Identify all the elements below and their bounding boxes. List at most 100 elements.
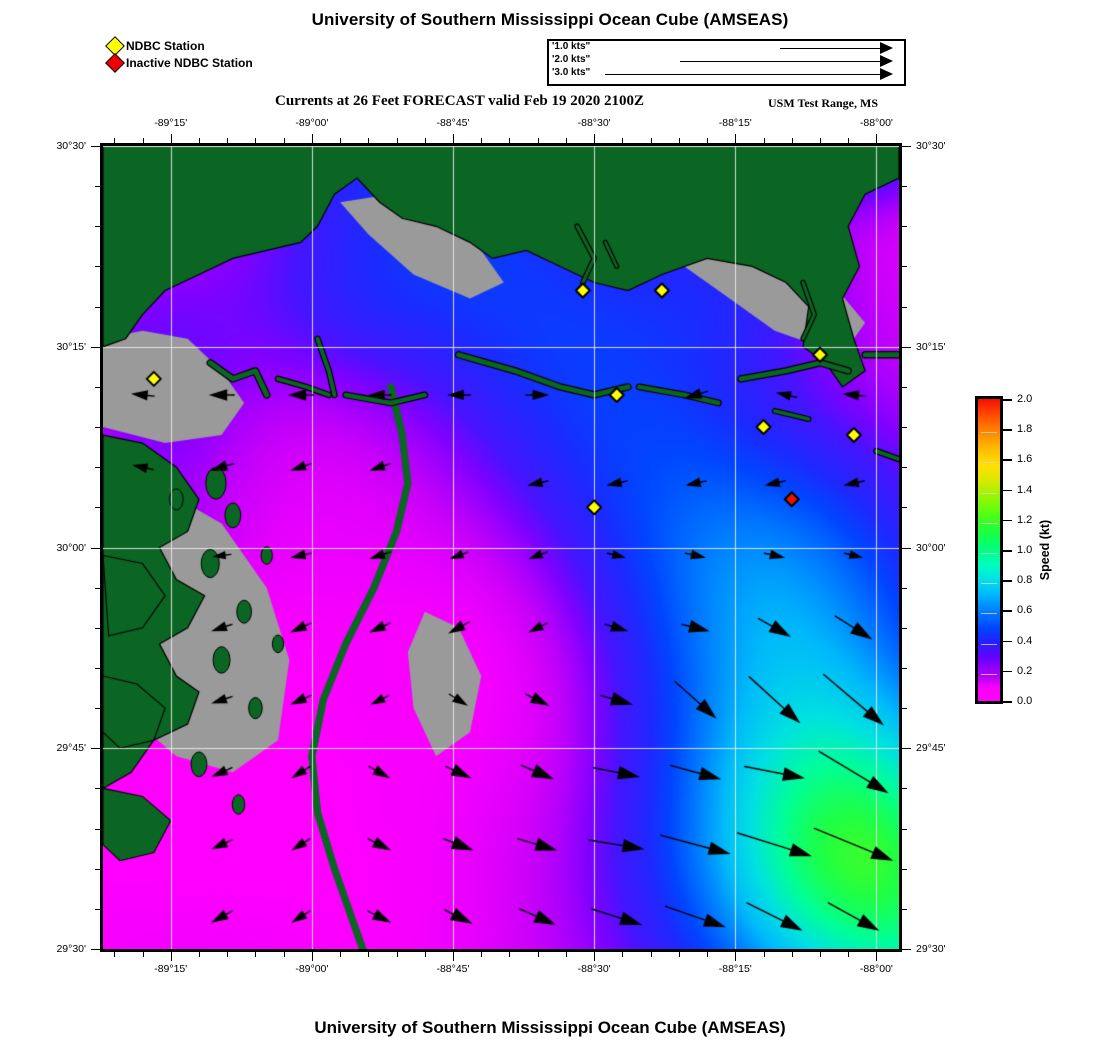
axis-tick-minor-y bbox=[902, 788, 907, 790]
axis-tick-major-x bbox=[453, 952, 454, 961]
colorbar-gridline bbox=[981, 673, 997, 675]
y-axis-label: 30°15' bbox=[916, 340, 946, 353]
vector-scale-shaft bbox=[780, 48, 880, 49]
axis-tick-minor-y bbox=[95, 627, 100, 629]
axis-tick-major-y bbox=[902, 748, 911, 750]
axis-tick-minor-x bbox=[114, 952, 116, 957]
colorbar-tick-label: 1.4 bbox=[1017, 483, 1033, 496]
axis-tick-minor-x bbox=[565, 138, 567, 143]
vector-scale-label: '2.0 kts" bbox=[552, 54, 591, 65]
region-label: USM Test Range, MS bbox=[768, 96, 879, 110]
y-axis-label: 29°45' bbox=[56, 742, 86, 755]
colorbar-tick-label: 1.6 bbox=[1017, 453, 1033, 466]
axis-tick-minor-x bbox=[537, 138, 539, 143]
axis-tick-minor-x bbox=[396, 138, 398, 143]
axis-tick-minor-x bbox=[198, 138, 200, 143]
vector-scale-label: '1.0 kts" bbox=[552, 41, 591, 52]
axis-tick-minor-y bbox=[95, 587, 100, 589]
x-axis-label: -89°15' bbox=[154, 117, 188, 129]
axis-tick-major-x bbox=[170, 134, 172, 143]
axis-tick-major-y bbox=[902, 346, 911, 348]
x-axis-label: -88°15' bbox=[718, 117, 752, 129]
vector-scale-arrowhead bbox=[880, 55, 893, 67]
axis-tick-minor-x bbox=[227, 952, 229, 957]
axis-tick-minor-y bbox=[95, 186, 100, 188]
colorbar-tick-label: 0.0 bbox=[1017, 695, 1033, 707]
map-plot-area[interactable] bbox=[100, 143, 902, 952]
axis-tick-major-x bbox=[735, 134, 737, 143]
axis-tick-minor-x bbox=[340, 138, 342, 143]
station-legend: NDBC Station Inactive NDBC Station bbox=[105, 35, 253, 73]
colorbar-tick bbox=[1003, 580, 1012, 582]
axis-tick-minor-y bbox=[902, 266, 907, 268]
axis-tick-major-y bbox=[91, 748, 100, 750]
axis-tick-minor-x bbox=[283, 952, 285, 957]
axis-tick-minor-y bbox=[902, 627, 907, 629]
axis-tick-minor-x bbox=[114, 138, 116, 143]
colorbar-tick bbox=[1003, 429, 1012, 431]
axis-tick-minor-x bbox=[791, 952, 793, 957]
vector-scale-label: '3.0 kts" bbox=[552, 67, 591, 78]
y-axis-label: 29°30' bbox=[56, 943, 86, 955]
colorbar-tick-label: 0.4 bbox=[1017, 634, 1033, 647]
axis-tick-major-y bbox=[902, 146, 911, 147]
axis-tick-minor-x bbox=[368, 138, 370, 143]
vector-scale-row: '1.0 kts" bbox=[549, 41, 904, 55]
colorbar-tick bbox=[1003, 550, 1012, 552]
axis-tick-major-x bbox=[311, 952, 313, 961]
axis-tick-major-y bbox=[902, 949, 911, 950]
axis-tick-minor-y bbox=[902, 226, 907, 228]
colorbar-gridline bbox=[981, 432, 997, 434]
colorbar-axis-title: Speed (kt) bbox=[1038, 519, 1052, 581]
colorbar-gridline bbox=[981, 643, 997, 645]
x-axis-label: -88°45' bbox=[436, 963, 470, 975]
axis-tick-minor-y bbox=[95, 667, 100, 669]
vector-scale-row: '3.0 kts" bbox=[549, 67, 904, 81]
colorbar-tick bbox=[1003, 489, 1012, 492]
axis-tick-minor-x bbox=[481, 138, 483, 143]
axis-tick-minor-x bbox=[340, 952, 342, 957]
y-axis-label: 29°30' bbox=[916, 943, 946, 955]
colorbar-gridline bbox=[981, 613, 997, 615]
axis-tick-minor-y bbox=[95, 828, 100, 830]
vector-scale-row: '2.0 kts" bbox=[549, 54, 904, 68]
axis-tick-major-x bbox=[594, 952, 596, 961]
axis-tick-minor-x bbox=[819, 952, 821, 957]
axis-tick-minor-x bbox=[819, 138, 821, 143]
axis-tick-minor-x bbox=[283, 138, 285, 143]
colorbar-tick-label: 0.2 bbox=[1017, 664, 1033, 677]
axis-tick-minor-x bbox=[707, 138, 709, 143]
axis-tick-minor-x bbox=[622, 952, 624, 957]
axis-tick-minor-y bbox=[902, 507, 907, 509]
axis-tick-major-y bbox=[91, 949, 100, 950]
axis-tick-minor-x bbox=[481, 952, 483, 957]
axis-tick-minor-x bbox=[791, 138, 793, 143]
colorbar-tick-label: 2.0 bbox=[1017, 393, 1033, 405]
colorbar-gradient bbox=[975, 396, 1003, 704]
x-axis-label: -89°15' bbox=[154, 963, 188, 975]
x-axis-label: -88°00' bbox=[859, 963, 893, 975]
axis-tick-minor-x bbox=[255, 952, 257, 957]
axis-tick-minor-x bbox=[368, 952, 370, 957]
axis-tick-minor-y bbox=[902, 667, 907, 669]
axis-tick-minor-x bbox=[142, 138, 144, 143]
vector-scale-arrowhead bbox=[880, 68, 893, 80]
axis-tick-minor-y bbox=[95, 908, 100, 910]
axis-tick-minor-y bbox=[902, 828, 907, 830]
colorbar-tick bbox=[1003, 399, 1012, 401]
y-axis-label: 29°45' bbox=[916, 742, 946, 755]
axis-tick-major-x bbox=[876, 952, 878, 961]
axis-tick-minor-x bbox=[509, 138, 511, 143]
axis-tick-minor-x bbox=[424, 138, 426, 143]
vector-scale-shaft bbox=[680, 61, 880, 62]
colorbar-tick-label: 0.6 bbox=[1017, 604, 1033, 617]
y-axis-label: 30°00' bbox=[916, 541, 946, 554]
axis-tick-minor-x bbox=[537, 952, 539, 957]
axis-tick-minor-y bbox=[95, 306, 100, 308]
vector-scale-legend: '1.0 kts" '2.0 kts" '3.0 kts" bbox=[547, 39, 906, 86]
axis-tick-minor-y bbox=[95, 708, 100, 710]
axis-tick-minor-y bbox=[902, 427, 907, 429]
colorbar-tick bbox=[1003, 670, 1012, 673]
axis-tick-minor-y bbox=[902, 587, 907, 589]
axis-tick-minor-y bbox=[902, 386, 907, 388]
